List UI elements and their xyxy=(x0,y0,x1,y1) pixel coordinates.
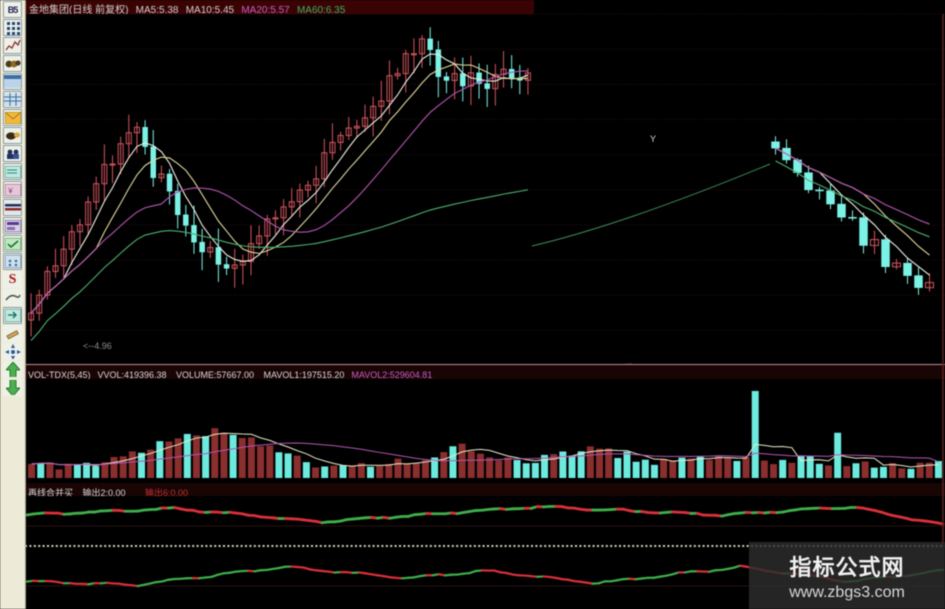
svg-text:￥: ￥ xyxy=(7,187,14,195)
svg-text:Y: Y xyxy=(650,134,656,144)
svg-text:<--4.96: <--4.96 xyxy=(83,341,112,351)
